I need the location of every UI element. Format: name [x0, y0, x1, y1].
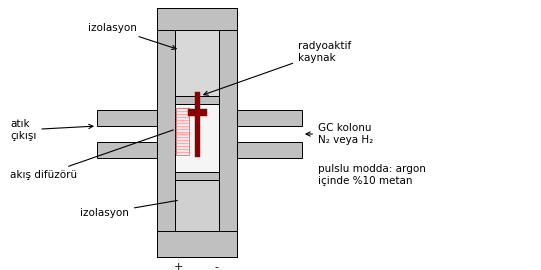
Text: GC kolonu
N₂ veya H₂: GC kolonu N₂ veya H₂ — [306, 123, 373, 145]
Bar — [175, 104, 219, 172]
Text: atık
çıkışı: atık çıkışı — [10, 119, 93, 141]
Bar — [157, 231, 237, 257]
Text: -: - — [214, 262, 218, 270]
Text: +: + — [173, 262, 183, 270]
Text: radyoaktif
kaynak: radyoaktif kaynak — [204, 41, 351, 95]
Bar — [176, 108, 189, 155]
Text: pulslu modda: argon
içinde %10 metan: pulslu modda: argon içinde %10 metan — [318, 164, 426, 186]
Bar — [237, 110, 302, 126]
Bar — [157, 8, 175, 257]
Bar — [219, 8, 237, 257]
Bar — [188, 109, 207, 116]
Bar — [175, 8, 219, 257]
Text: izolasyon: izolasyon — [88, 23, 176, 49]
Bar — [175, 30, 219, 96]
Bar — [157, 8, 237, 30]
Bar — [175, 180, 219, 231]
Bar — [175, 96, 219, 104]
Text: izolasyon: izolasyon — [80, 200, 177, 218]
Bar — [237, 142, 302, 158]
Bar — [175, 172, 219, 180]
Bar — [97, 142, 157, 158]
Bar — [195, 92, 200, 157]
Text: akış difüzörü: akış difüzörü — [10, 130, 173, 180]
Bar — [97, 110, 157, 126]
